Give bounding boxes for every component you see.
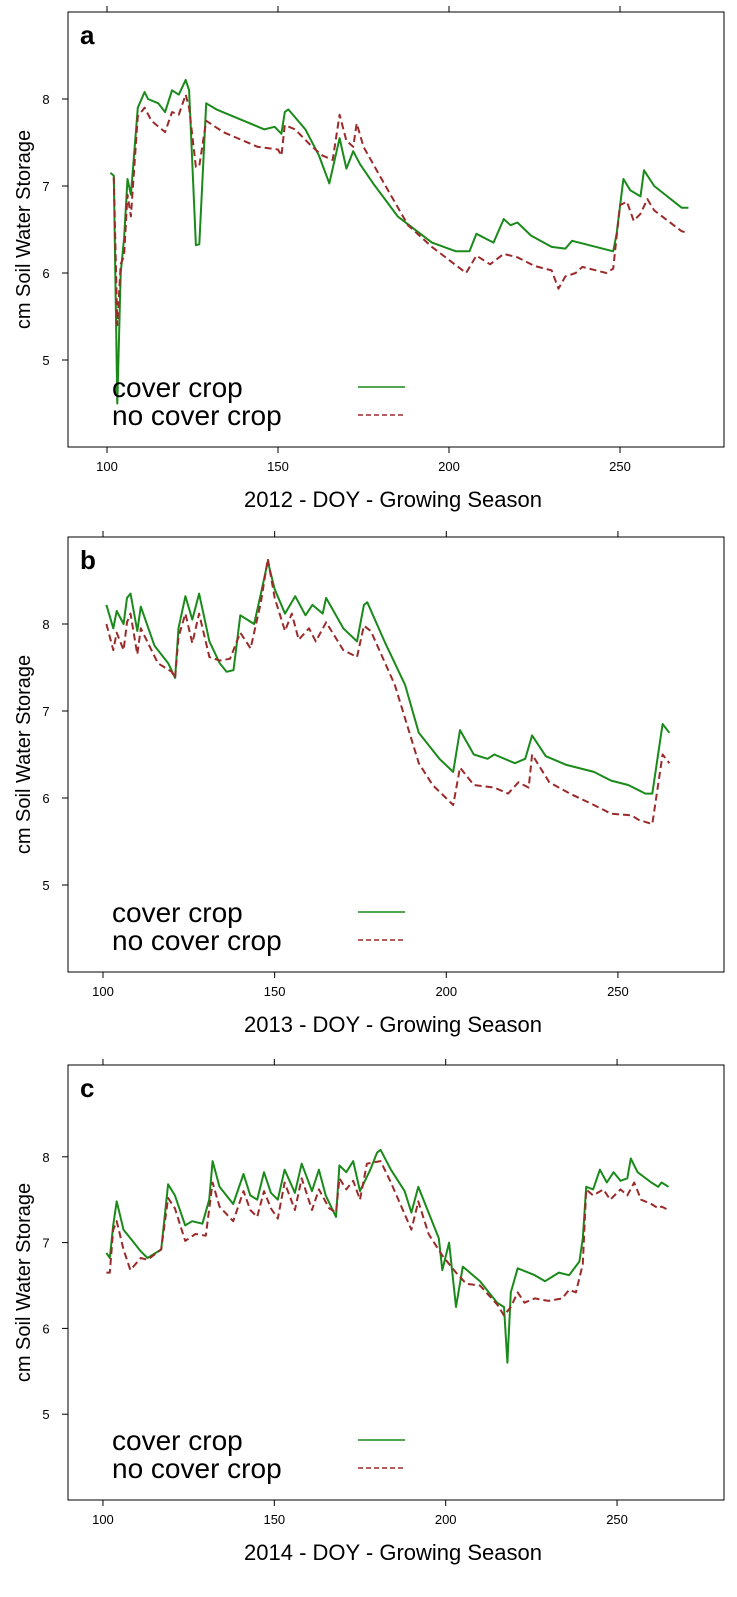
x-tick-label: 200 (438, 459, 460, 474)
y-tick-label: 7 (42, 1236, 49, 1251)
y-axis-label: cm Soil Water Storage (13, 130, 35, 329)
legend-label: no cover crop (112, 925, 282, 956)
series-line (109, 78, 689, 405)
panel-label: b (80, 545, 96, 575)
y-tick-label: 7 (42, 704, 49, 719)
series-line (105, 560, 671, 795)
y-tick-label: 8 (42, 617, 49, 632)
y-tick-label: 5 (42, 1407, 49, 1422)
series-line (112, 93, 689, 327)
x-tick-label: 250 (607, 984, 629, 999)
panel-label: a (80, 20, 95, 50)
y-tick-label: 8 (42, 92, 49, 107)
legend-label: no cover crop (112, 1453, 282, 1484)
x-tick-label: 100 (92, 984, 114, 999)
y-axis-label: cm Soil Water Storage (13, 655, 35, 854)
panel-label: c (80, 1073, 94, 1103)
x-tick-label: 200 (435, 1512, 457, 1527)
x-tick-label: 150 (267, 459, 289, 474)
y-tick-label: 6 (42, 266, 49, 281)
series-line (105, 557, 671, 826)
x-tick-label: 100 (96, 459, 118, 474)
x-tick-label: 150 (263, 1512, 285, 1527)
x-tick-label: 250 (609, 459, 631, 474)
y-tick-label: 7 (42, 179, 49, 194)
plot-frame (67, 1064, 725, 1501)
x-tick-label: 150 (264, 984, 286, 999)
series-line (105, 1148, 670, 1364)
y-tick-label: 6 (42, 791, 49, 806)
plot-frame (67, 11, 725, 448)
legend-label: cover crop (112, 897, 243, 928)
x-axis-label: 2013 - DOY - Growing Season (244, 1012, 542, 1037)
x-tick-label: 250 (606, 1512, 628, 1527)
x-tick-label: 100 (92, 1512, 114, 1527)
plot-frame (67, 536, 725, 973)
series-line (106, 1160, 669, 1317)
y-axis-label: cm Soil Water Storage (13, 1183, 35, 1382)
x-tick-label: 200 (435, 984, 457, 999)
y-tick-label: 6 (42, 1321, 49, 1336)
y-tick-label: 5 (42, 353, 49, 368)
legend-label: no cover crop (112, 400, 282, 431)
y-tick-label: 5 (42, 878, 49, 893)
legend-label: cover crop (112, 372, 243, 403)
x-axis-label: 2012 - DOY - Growing Season (244, 487, 542, 512)
x-axis-label: 2014 - DOY - Growing Season (244, 1540, 542, 1565)
legend-label: cover crop (112, 1425, 243, 1456)
y-tick-label: 8 (42, 1150, 49, 1165)
